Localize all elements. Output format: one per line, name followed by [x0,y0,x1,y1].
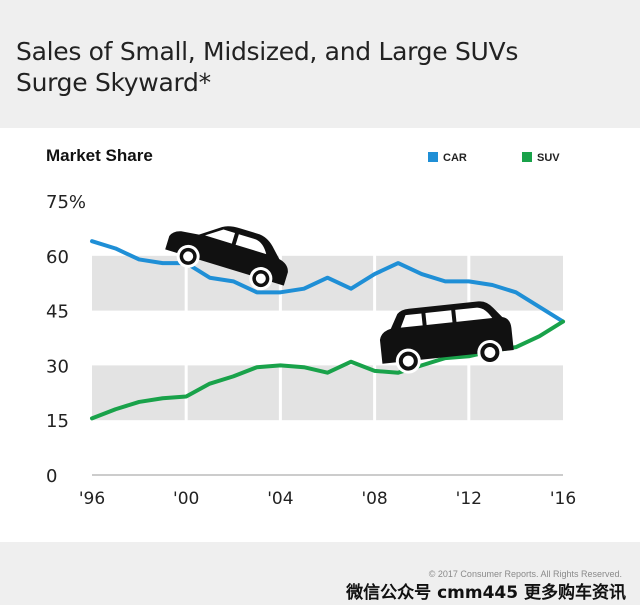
market-share-chart: 0 15 30 45 60 75% '96 '00 '04 '08 '12 '16 Market Sha… [46,146,576,509]
y-tick-label: 30 [46,356,69,377]
legend-swatch [522,152,532,162]
x-tick-label: '96 [79,489,105,509]
x-tick-label: '12 [456,489,482,509]
x-tick-label: '04 [267,489,293,509]
x-tick-label: '00 [173,489,199,509]
y-tick-label: 15 [46,411,69,432]
title-line-2: Surge Skyward* [16,68,211,97]
legend-label: CAR [443,152,467,164]
y-tick-label: 0 [46,466,57,487]
y-tick-label: 45 [46,302,69,323]
chart-title: Market Share [46,146,153,165]
suv-icon [379,301,514,374]
y-tick-label: 60 [46,247,69,268]
car-icon [165,226,288,291]
legend-swatch [428,152,438,162]
legend-label: SUV [537,152,560,164]
watermark-text: 微信公众号 cmm445 更多购车资讯 [346,583,626,603]
header-band [0,0,640,128]
title-line-1: Sales of Small, Midsized, and Large SUVs [16,37,519,66]
x-tick-label: '08 [361,489,387,509]
series-line-car [90,239,565,324]
y-tick-label: 75% [46,192,86,213]
footer-band [0,542,640,605]
x-tick-label: '16 [550,489,576,509]
page-title: Sales of Small, Midsized, and Large SUVs… [16,36,616,98]
copyright-text: © 2017 Consumer Reports. All Rights Rese… [428,569,622,579]
